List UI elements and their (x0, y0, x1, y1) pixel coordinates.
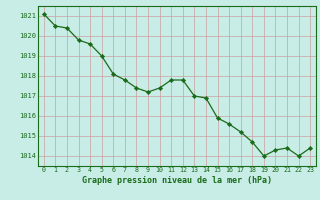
X-axis label: Graphe pression niveau de la mer (hPa): Graphe pression niveau de la mer (hPa) (82, 176, 272, 185)
